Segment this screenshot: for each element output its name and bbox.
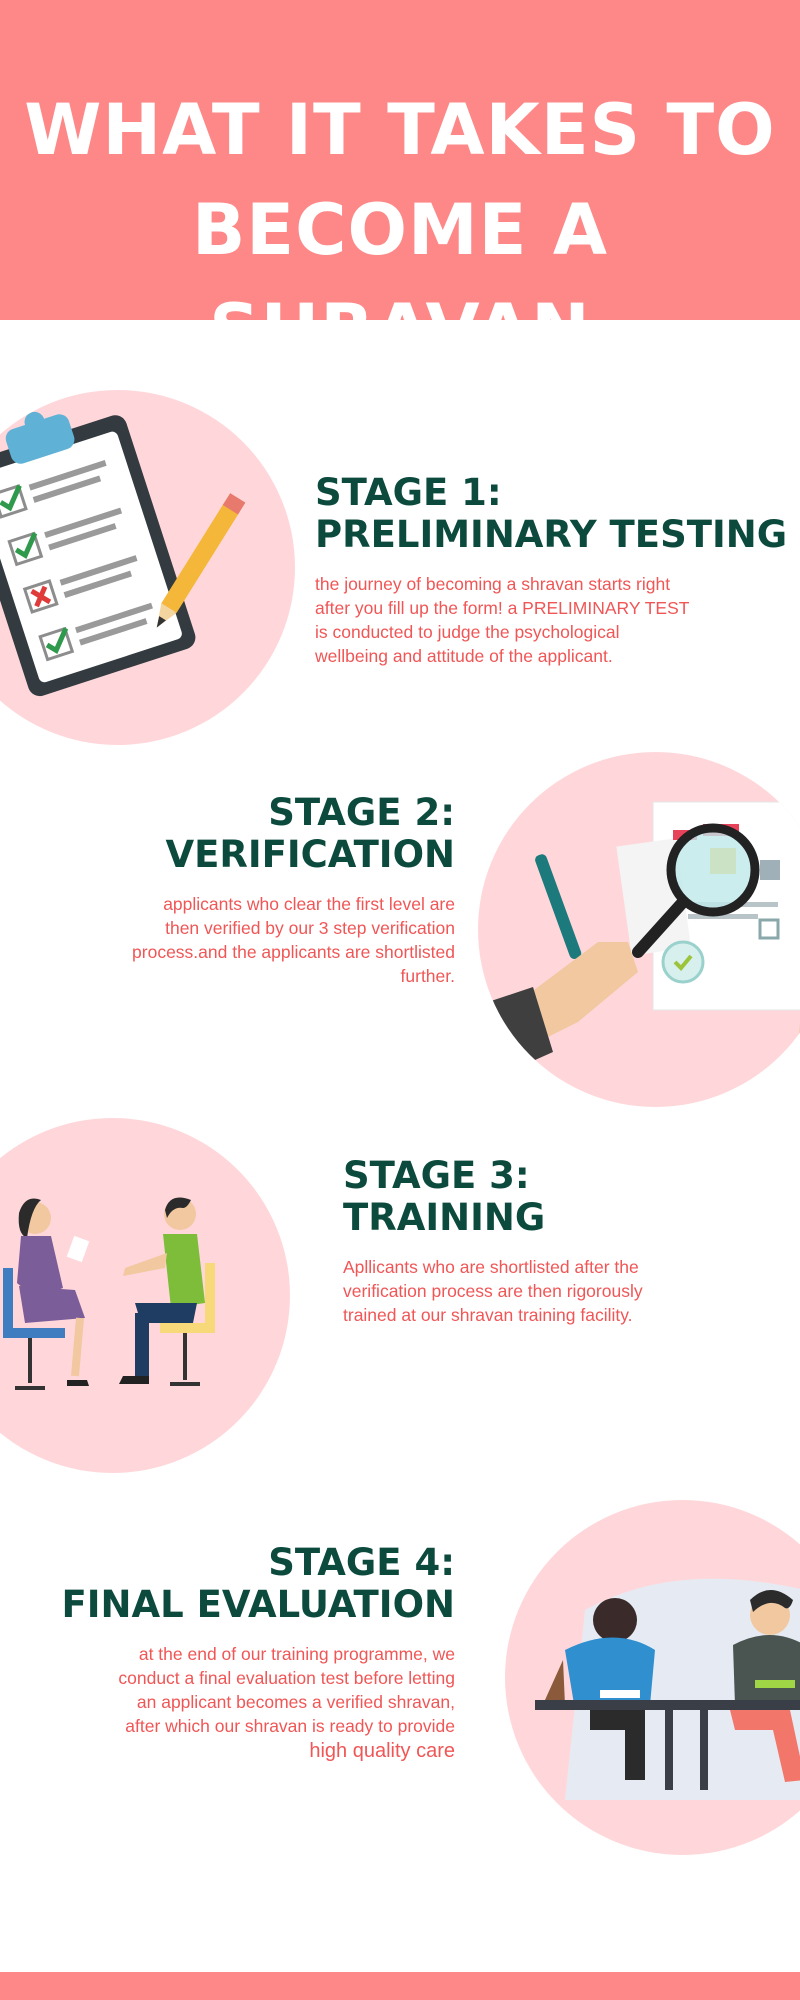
stage1-title-line1: STAGE 1: bbox=[315, 471, 502, 514]
stage1-title: STAGE 1: PRELIMINARY TESTING bbox=[315, 472, 787, 556]
stage4-title-line2: FINAL EVALUATION bbox=[61, 1583, 456, 1626]
stage2-illustration-circle bbox=[478, 752, 800, 1107]
magnifying-glass-document-icon bbox=[488, 801, 800, 1072]
stage1-illustration-circle bbox=[0, 390, 295, 745]
students-exam-icon bbox=[535, 1578, 800, 1800]
clipboard-checklist-icon bbox=[0, 411, 246, 697]
stage2-title-line2: VERIFICATION bbox=[165, 833, 455, 876]
footer-banner bbox=[0, 1972, 800, 2000]
header-banner: WHAT IT TAKES TO BECOME A SHRAVAN bbox=[0, 0, 800, 371]
page-title-line1: WHAT IT TAKES TO bbox=[24, 89, 776, 171]
stage3-description: Apllicants who are shortlisted after the… bbox=[343, 1257, 643, 1325]
stage3-title: STAGE 3: TRAINING bbox=[343, 1155, 643, 1239]
stage3-section: STAGE 3: TRAINING Apllicants who are sho… bbox=[343, 1155, 643, 1327]
stage2-title-line1: STAGE 2: bbox=[268, 791, 455, 834]
stage4-title: STAGE 4: FINAL EVALUATION bbox=[15, 1541, 456, 1626]
stage1-title-line2: PRELIMINARY TESTING bbox=[315, 513, 788, 556]
stage4-section: STAGE 4: FINAL EVALUATION at the end of … bbox=[15, 1541, 456, 1764]
page-title-line2: BECOME A SHRAVAN bbox=[191, 189, 609, 371]
stage4-title-line1: STAGE 4: bbox=[268, 1541, 455, 1584]
stage4-description: at the end of our training programme, we… bbox=[15, 1642, 455, 1764]
interview-people-icon bbox=[3, 1197, 215, 1390]
stage4-highlight: high quality care bbox=[309, 1740, 455, 1762]
stage1-section: STAGE 1: PRELIMINARY TESTING the journey… bbox=[315, 472, 787, 668]
stage2-title: STAGE 2: VERIFICATION bbox=[15, 792, 455, 876]
stage2-section: STAGE 2: VERIFICATION applicants who cle… bbox=[15, 792, 455, 988]
stage4-description-text: at the end of our training programme, we… bbox=[118, 1644, 455, 1736]
stage3-title-line2: TRAINING bbox=[343, 1196, 546, 1239]
stage3-title-line1: STAGE 3: bbox=[343, 1154, 530, 1197]
stage1-description: the journey of becoming a shravan starts… bbox=[315, 574, 690, 666]
stage4-illustration-circle bbox=[505, 1500, 800, 1855]
page-title: WHAT IT TAKES TO BECOME A SHRAVAN bbox=[0, 80, 800, 380]
stage2-description: applicants who clear the first level are… bbox=[132, 894, 455, 986]
stage3-illustration-circle bbox=[0, 1118, 290, 1473]
